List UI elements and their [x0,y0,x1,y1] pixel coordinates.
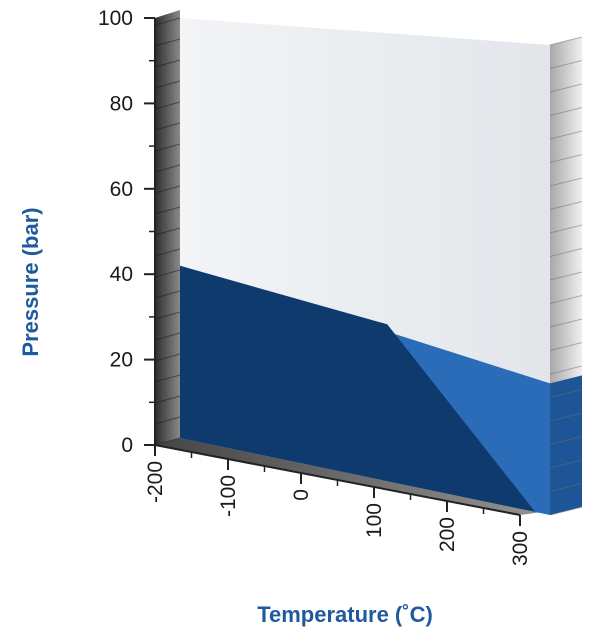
right-wall-rib [549,201,583,210]
area-right-face-shape [550,375,582,515]
left-wall-rib [154,206,181,215]
x-tick-label: -100 [217,475,240,517]
left-wall-rib [154,59,181,68]
plot-areas [180,265,550,515]
left-wall-rib [154,290,181,299]
right-wall-rib [549,506,583,516]
right-wall-rib [549,342,583,351]
x-tick-label: 200 [436,517,459,552]
right-wall-rib [549,130,583,140]
right-wall-rib [549,83,583,93]
left-wall-rib [154,143,181,152]
left-wall-rib [154,38,181,47]
y-tick-label: 0 [121,434,133,457]
area-series-2 [180,265,536,512]
y-tick-label: 20 [110,349,133,372]
right-wall-rib [549,107,583,116]
left-wall-rib [154,374,181,383]
left-wall-rib [154,269,181,278]
right-wall-rib [549,389,583,398]
right-wall-rib [549,436,583,445]
left-wall [155,10,180,445]
y-tick-label: 100 [98,7,133,30]
left-wall-rib [154,332,181,341]
right-wall-rib [549,412,583,422]
right-wall-rib [549,248,583,257]
right-wall-rib [549,459,583,469]
left-wall-rib [154,17,181,26]
left-wall-rib [154,311,181,320]
y-tick-label: 80 [110,92,133,115]
wall-ribs [154,17,583,516]
y-axis-title: Pressure (bar) [18,207,43,356]
right-wall-rib [549,36,583,46]
left-wall-rib [154,164,181,173]
left-wall-rib [154,248,181,257]
right-wall-rib [549,295,583,304]
left-wall-rib [154,122,181,131]
area-right-face [550,375,582,515]
x-tick-label: 300 [509,531,532,566]
left-wall-rib [154,101,181,110]
right-wall-rib [549,271,583,281]
x-axis-title: Temperature (˚C) [257,602,433,627]
right-wall-rib [549,224,583,234]
right-wall-rib [549,154,583,163]
x-tick-label: 100 [363,503,386,538]
left-wall-rib [154,416,181,425]
left-wall-rib [154,437,181,446]
right-wall-rib [549,60,583,69]
right-wall-rib [549,365,583,375]
left-wall-rib [154,80,181,89]
right-wall-rib [549,177,583,187]
y-axis: 0 20 40 60 80 100 [98,7,156,457]
right-wall-rib [549,318,583,328]
right-wall-rib [549,483,583,492]
left-wall-rib [154,185,181,194]
left-wall-rib [154,227,181,236]
y-tick-label: 40 [110,263,133,286]
x-tick-label: 0 [290,489,313,501]
x-tick-label: -200 [144,461,167,503]
y-tick-label: 60 [110,178,133,201]
x-axis: -200 -100 0 100 200 300 [144,444,532,566]
left-wall-rib [154,395,181,404]
left-wall-rib [154,353,181,362]
